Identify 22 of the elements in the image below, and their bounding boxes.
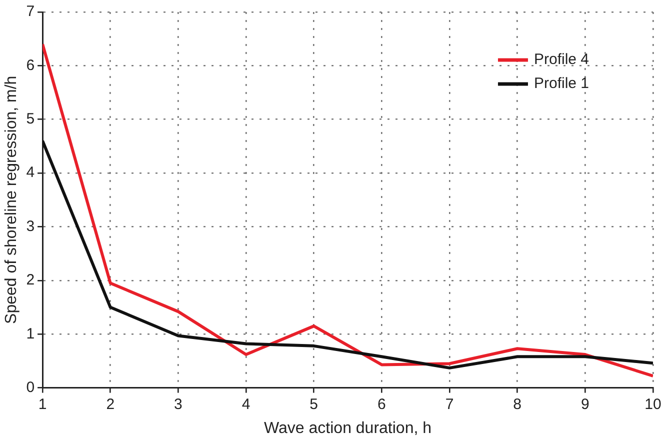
- y-tick-label: 3: [26, 218, 35, 235]
- y-tick-label: 6: [26, 56, 35, 74]
- x-tick-label: 1: [38, 396, 47, 413]
- x-tick-label: 10: [644, 396, 662, 413]
- y-tick-label: 7: [26, 3, 35, 20]
- x-tick-label: 3: [174, 396, 182, 413]
- y-tick-label: 1: [26, 325, 35, 342]
- x-tick-label: 2: [106, 396, 115, 413]
- y-tick-label: 4: [26, 164, 35, 182]
- x-tick-label: 4: [242, 396, 250, 413]
- legend-label: Profile 1: [534, 75, 590, 92]
- x-tick-label: 8: [513, 396, 522, 413]
- y-axis-title: Speed of shoreline regression, m/h: [3, 76, 20, 324]
- y-tick-label: 2: [26, 272, 35, 289]
- x-axis-title: Wave action duration, h: [264, 420, 432, 437]
- x-tick-label: 9: [581, 396, 590, 413]
- x-tick-label: 7: [445, 396, 454, 413]
- x-tick-label: 5: [310, 396, 318, 413]
- y-tick-label: 0: [26, 378, 35, 396]
- legend-label: Profile 4: [534, 51, 590, 68]
- y-tick-label: 5: [26, 110, 35, 128]
- x-tick-label: 6: [378, 396, 386, 413]
